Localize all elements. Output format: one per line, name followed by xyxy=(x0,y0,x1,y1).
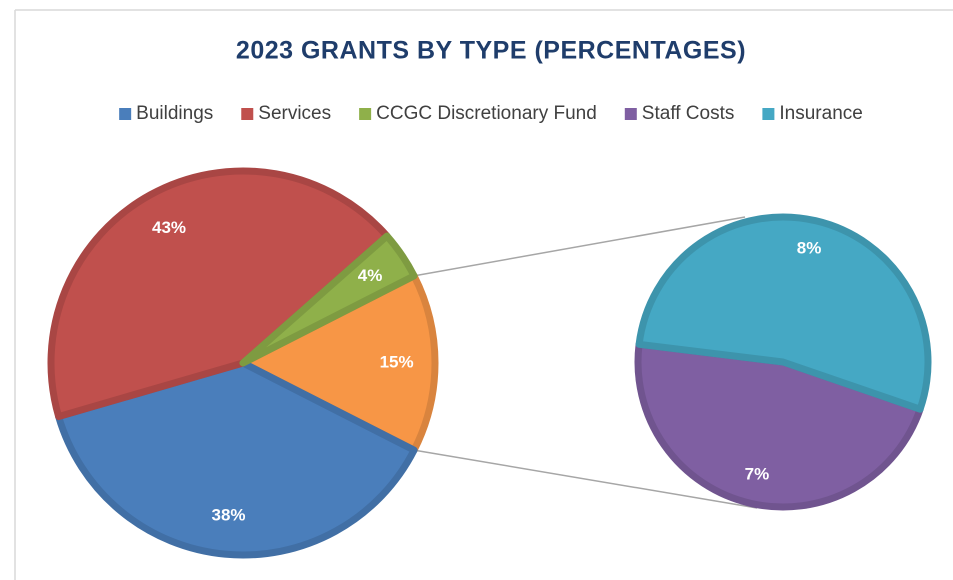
data-label: 7% xyxy=(745,465,770,484)
slices xyxy=(47,167,932,559)
data-label: 43% xyxy=(152,218,186,237)
legend-swatch xyxy=(119,108,132,120)
data-label: 38% xyxy=(212,505,246,524)
legend-label: Insurance xyxy=(779,103,862,124)
connector xyxy=(413,216,746,277)
pie-slice xyxy=(47,167,391,421)
pie-slice xyxy=(635,213,932,413)
connector xyxy=(413,449,758,509)
data-label: 15% xyxy=(380,352,414,371)
pie-slice xyxy=(239,272,439,454)
legend-label: Buildings xyxy=(136,103,213,124)
legend-label: CCGC Discretionary Fund xyxy=(376,103,597,124)
data-label: 4% xyxy=(358,266,383,285)
legend-swatch xyxy=(624,108,637,120)
legend: Buildings Services CCGC Discretionary Fund… xyxy=(119,103,863,124)
pie-slice xyxy=(55,359,418,559)
legend-label: Services xyxy=(258,103,331,124)
chart-title: 2023 GRANTS BY TYPE (PERCENTAGES) xyxy=(236,37,746,65)
data-label: 8% xyxy=(797,238,822,257)
legend-label: Staff Costs xyxy=(642,103,735,124)
pie-slice xyxy=(239,232,418,367)
legend-swatch xyxy=(762,108,775,120)
legend-swatch xyxy=(241,108,254,120)
legend-swatch xyxy=(359,108,372,120)
